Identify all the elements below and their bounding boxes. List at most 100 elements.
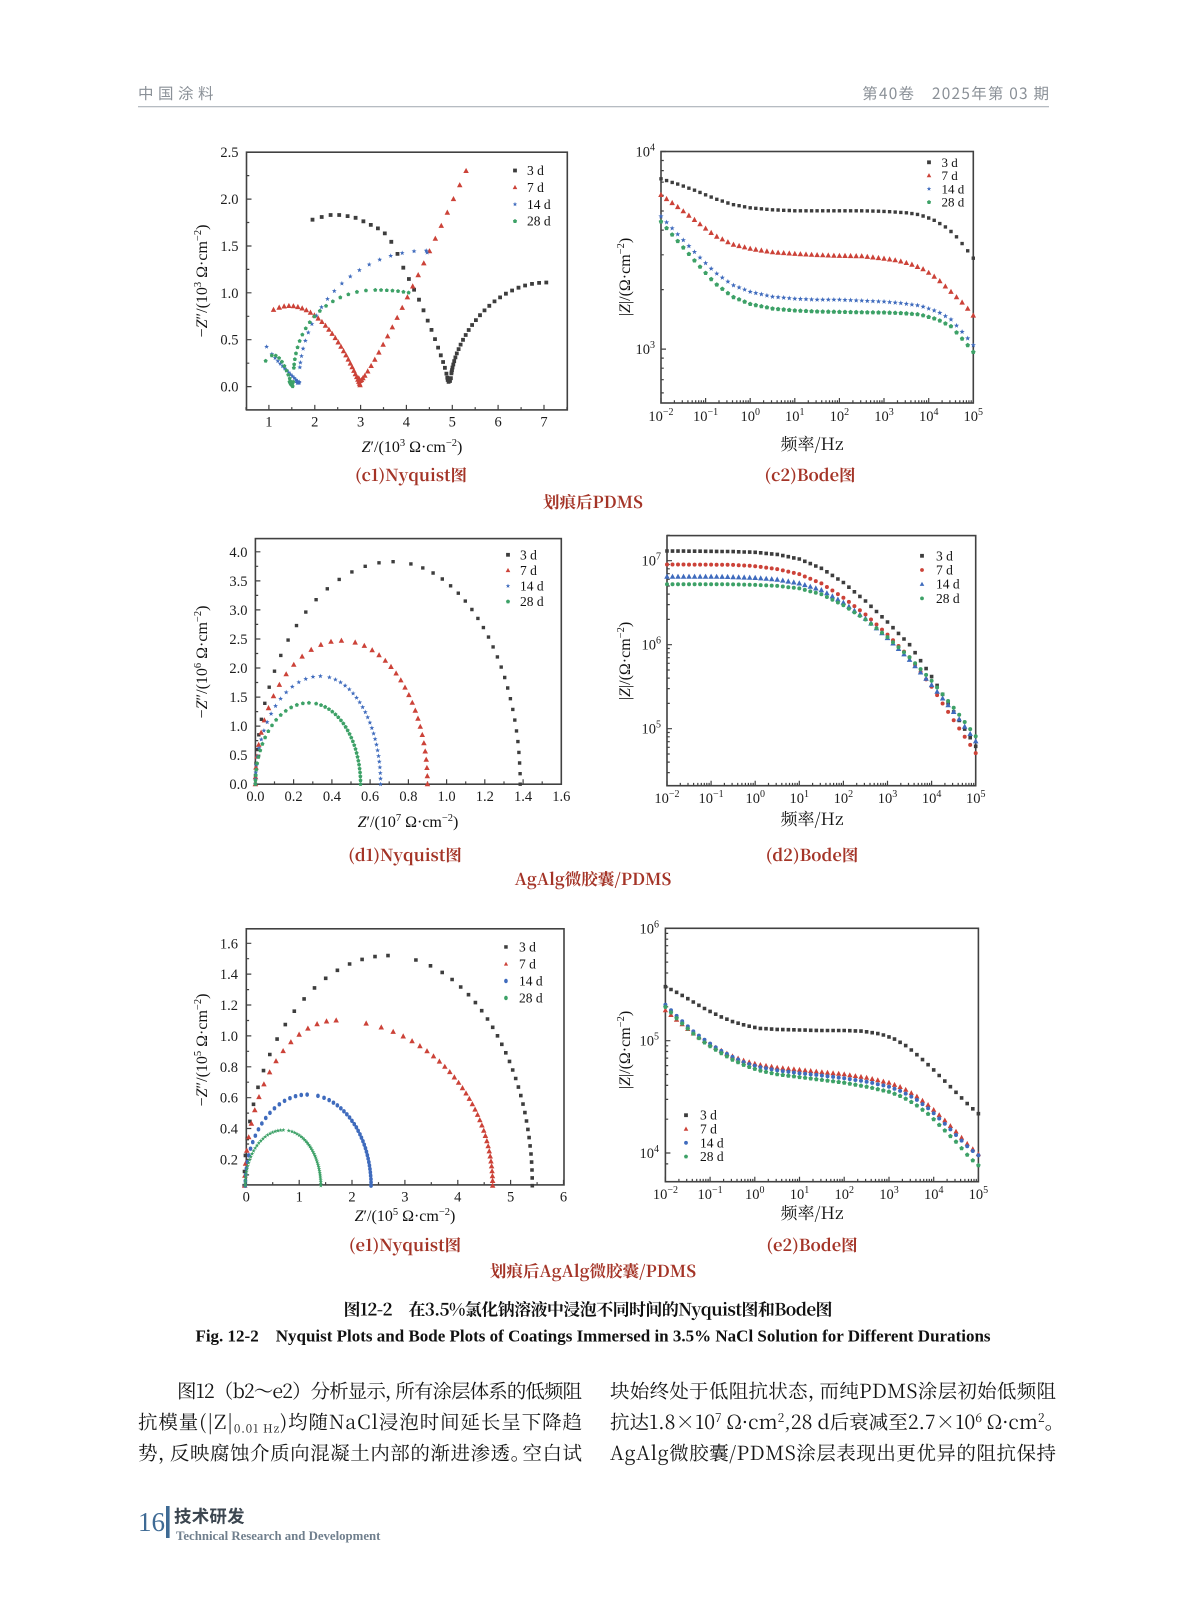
- svg-text:3.5: 3.5: [229, 574, 247, 590]
- svg-text:1.5: 1.5: [220, 239, 238, 255]
- svg-text:0.5: 0.5: [220, 333, 238, 349]
- svg-text:101: 101: [785, 407, 805, 425]
- svg-text:Z′/(105 Ω·cm−2): Z′/(105 Ω·cm−2): [355, 1207, 456, 1225]
- svg-text:6: 6: [560, 1190, 567, 1206]
- svg-text:28 d: 28 d: [942, 195, 965, 210]
- svg-text:103: 103: [879, 1185, 899, 1203]
- svg-text:0.2: 0.2: [285, 789, 303, 805]
- svg-text:3: 3: [401, 1190, 408, 1206]
- svg-text:0.6: 0.6: [361, 789, 379, 805]
- svg-text:7: 7: [540, 415, 547, 431]
- svg-text:1.2: 1.2: [220, 998, 238, 1014]
- svg-text:7 d: 7 d: [519, 957, 536, 972]
- svg-text:106: 106: [640, 919, 660, 937]
- svg-text:2.0: 2.0: [220, 192, 238, 208]
- svg-text:|Z|/(Ω·cm−2): |Z|/(Ω·cm−2): [616, 238, 634, 316]
- svg-text:2.5: 2.5: [220, 145, 238, 161]
- svg-text:7 d: 7 d: [936, 563, 953, 578]
- svg-text:105: 105: [964, 407, 984, 425]
- svg-text:28 d: 28 d: [519, 991, 543, 1006]
- svg-text:14 d: 14 d: [527, 197, 551, 212]
- svg-text:1.4: 1.4: [220, 967, 239, 983]
- svg-text:1.5: 1.5: [229, 690, 247, 706]
- svg-text:1.2: 1.2: [476, 789, 494, 805]
- svg-text:1: 1: [296, 1190, 303, 1206]
- svg-text:Fig. 12-2 Nyquist Plots and Bo: Fig. 12-2 Nyquist Plots and Bode Plots o…: [195, 1327, 990, 1346]
- svg-text:1.6: 1.6: [552, 789, 570, 805]
- svg-text:1.0: 1.0: [438, 789, 456, 805]
- svg-text:4.0: 4.0: [229, 545, 247, 561]
- svg-text:105: 105: [640, 1032, 660, 1050]
- svg-text:1.0: 1.0: [229, 719, 247, 735]
- svg-text:28 d: 28 d: [527, 214, 551, 229]
- svg-text:6: 6: [494, 415, 501, 431]
- svg-text:28 d: 28 d: [936, 591, 960, 606]
- svg-text:14 d: 14 d: [519, 974, 543, 989]
- svg-text:2: 2: [348, 1190, 355, 1206]
- svg-text:0.6: 0.6: [220, 1091, 238, 1107]
- svg-text:16: 16: [138, 1507, 165, 1537]
- svg-text:1.0: 1.0: [220, 286, 238, 302]
- svg-text:106: 106: [642, 636, 662, 654]
- svg-text:0.0: 0.0: [246, 789, 264, 805]
- svg-text:2: 2: [311, 415, 318, 431]
- svg-text:10−1: 10−1: [693, 407, 718, 425]
- svg-text:−Z″/(103 Ω·cm−2): −Z″/(103 Ω·cm−2): [193, 225, 211, 338]
- svg-text:3 d: 3 d: [936, 548, 953, 563]
- svg-text:10−1: 10−1: [699, 789, 724, 807]
- svg-text:0.8: 0.8: [220, 1060, 238, 1076]
- svg-text:0.8: 0.8: [399, 789, 417, 805]
- svg-text:2.0: 2.0: [229, 661, 247, 677]
- svg-text:3: 3: [357, 415, 364, 431]
- svg-text:3 d: 3 d: [520, 547, 537, 562]
- svg-text:|Z|/(Ω·cm−2): |Z|/(Ω·cm−2): [616, 622, 634, 700]
- svg-text:1.0: 1.0: [220, 1029, 238, 1045]
- svg-text:102: 102: [830, 407, 850, 425]
- svg-text:3.0: 3.0: [229, 603, 247, 619]
- svg-text:Z′/(107 Ω·cm−2): Z′/(107 Ω·cm−2): [358, 813, 459, 831]
- svg-text:107: 107: [642, 552, 662, 570]
- svg-text:1.6: 1.6: [220, 936, 238, 952]
- svg-text:3 d: 3 d: [527, 163, 544, 178]
- svg-text:5: 5: [449, 415, 456, 431]
- svg-text:10−2: 10−2: [654, 789, 679, 807]
- svg-text:105: 105: [969, 1185, 989, 1203]
- svg-text:3 d: 3 d: [700, 1108, 717, 1123]
- svg-text:7 d: 7 d: [942, 168, 959, 183]
- svg-text:1: 1: [265, 415, 272, 431]
- svg-text:0.2: 0.2: [220, 1152, 238, 1168]
- svg-text:101: 101: [790, 789, 810, 807]
- svg-text:0.4: 0.4: [220, 1122, 239, 1138]
- svg-text:100: 100: [745, 789, 765, 807]
- svg-text:2.5: 2.5: [229, 632, 247, 648]
- svg-text:0.4: 0.4: [323, 789, 342, 805]
- svg-text:10−2: 10−2: [653, 1185, 678, 1203]
- svg-text:1.4: 1.4: [514, 789, 533, 805]
- svg-text:14 d: 14 d: [942, 181, 965, 196]
- svg-text:3 d: 3 d: [519, 940, 536, 955]
- svg-text:7 d: 7 d: [700, 1122, 717, 1137]
- svg-text:4: 4: [454, 1190, 462, 1206]
- svg-text:0.5: 0.5: [229, 748, 247, 764]
- svg-text:104: 104: [922, 789, 942, 807]
- svg-text:104: 104: [636, 143, 656, 161]
- svg-text:4: 4: [403, 415, 411, 431]
- svg-text:0.0: 0.0: [220, 380, 238, 396]
- svg-text:−Z″/(105 Ω·cm−2): −Z″/(105 Ω·cm−2): [193, 994, 211, 1107]
- svg-text:|Z|/(Ω·cm−2): |Z|/(Ω·cm−2): [616, 1011, 634, 1089]
- svg-text:102: 102: [834, 789, 854, 807]
- svg-text:0.0: 0.0: [229, 777, 247, 793]
- svg-text:100: 100: [745, 1185, 765, 1203]
- svg-text:Z′/(103 Ω·cm−2): Z′/(103 Ω·cm−2): [362, 438, 463, 456]
- svg-text:14 d: 14 d: [936, 577, 960, 592]
- svg-text:10−1: 10−1: [698, 1185, 723, 1203]
- svg-text:101: 101: [790, 1185, 810, 1203]
- svg-text:104: 104: [919, 407, 939, 425]
- svg-text:103: 103: [636, 340, 656, 358]
- svg-text:Technical Research and Develop: Technical Research and Development: [176, 1529, 381, 1543]
- svg-text:10−2: 10−2: [648, 407, 673, 425]
- svg-text:−Z″/(106 Ω·cm−2): −Z″/(106 Ω·cm−2): [193, 606, 211, 719]
- svg-text:104: 104: [640, 1144, 660, 1162]
- svg-text:28 d: 28 d: [700, 1149, 724, 1164]
- svg-text:103: 103: [874, 407, 894, 425]
